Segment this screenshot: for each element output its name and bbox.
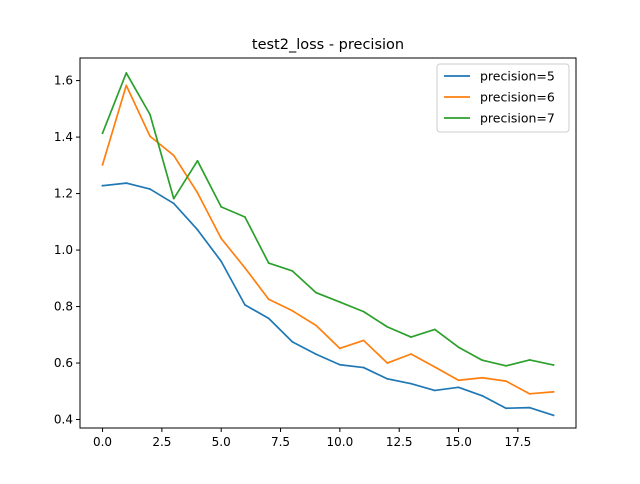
data-point: [149, 188, 151, 190]
data-point: [101, 163, 104, 166]
data-point: [433, 328, 436, 331]
data-point: [196, 191, 199, 194]
data-point: [196, 159, 199, 162]
data-point: [149, 113, 151, 116]
data-point: [386, 325, 389, 328]
y-tick-label: 1.0: [54, 243, 73, 257]
legend: precision=5 precision=6 precision=7: [436, 63, 570, 133]
legend-item: precision=7: [444, 111, 555, 126]
data-point: [220, 205, 223, 208]
data-point: [362, 339, 365, 342]
data-point: [433, 389, 436, 392]
x-tick-label: 2.5: [152, 435, 171, 449]
y-tick-label: 1.6: [54, 74, 73, 88]
data-point: [315, 291, 318, 294]
data-point: [528, 392, 531, 395]
y-tick-label: 0.8: [54, 300, 73, 314]
x-tick-label: 15.0: [445, 435, 472, 449]
data-point: [528, 406, 531, 409]
data-point: [172, 197, 175, 200]
data-point: [386, 362, 389, 364]
data-point: [220, 260, 223, 263]
chart-title: test2_loss - precision: [252, 37, 404, 53]
legend-item: precision=6: [444, 90, 555, 105]
data-point: [338, 301, 341, 303]
data-point: [410, 382, 412, 385]
y-tick-label: 0.4: [54, 413, 73, 427]
data-point: [505, 407, 507, 410]
data-point: [457, 346, 460, 349]
data-point: [149, 135, 151, 138]
data-point: [101, 132, 104, 135]
data-point: [552, 364, 555, 366]
series-3: [101, 72, 555, 367]
x-tick-label: 5.0: [212, 435, 231, 449]
data-point: [220, 237, 223, 240]
x-tick-label: 12.5: [386, 435, 413, 449]
data-point: [244, 303, 246, 306]
x-axis: 0.0 2.5 5.0 7.5 10.0 12.5 15.0 17.5: [93, 428, 531, 449]
data-point: [505, 380, 507, 383]
data-point: [386, 377, 389, 380]
data-point: [172, 154, 175, 157]
plot-area-frame: [79, 57, 577, 429]
x-tick-label: 7.5: [271, 435, 290, 449]
data-point: [338, 363, 341, 366]
data-point: [528, 359, 531, 361]
x-tick-label: 10.0: [327, 435, 354, 449]
data-point: [244, 266, 246, 269]
series-1: [101, 182, 555, 417]
data-point: [433, 366, 436, 368]
data-point: [125, 72, 128, 74]
y-tick-label: 1.2: [54, 187, 73, 201]
y-axis: 0.4 0.6 0.8 1.0 1.2 1.4 1.6: [54, 74, 80, 427]
data-point: [362, 366, 365, 369]
data-point: [244, 216, 246, 218]
series-layer: [101, 72, 555, 417]
data-point: [267, 298, 270, 301]
data-point: [315, 353, 318, 356]
y-tick-label: 0.6: [54, 356, 73, 370]
data-point: [410, 353, 412, 355]
data-point: [410, 336, 412, 338]
data-point: [101, 184, 104, 187]
data-point: [481, 376, 484, 379]
data-point: [196, 228, 199, 231]
x-tick-label: 17.5: [504, 435, 531, 449]
legend-item: precision=5: [444, 69, 555, 84]
data-point: [172, 202, 175, 205]
data-point: [315, 324, 318, 327]
series-2: [101, 84, 555, 395]
data-point: [457, 379, 460, 382]
data-point: [362, 310, 365, 313]
data-point: [457, 386, 460, 389]
data-point: [291, 270, 294, 272]
data-point: [552, 414, 555, 417]
series-line: [101, 182, 555, 417]
data-point: [291, 340, 294, 343]
data-point: [505, 364, 507, 367]
data-point: [552, 390, 555, 393]
data-point: [267, 262, 270, 264]
series-line: [101, 72, 555, 367]
legend-box: [436, 63, 570, 133]
data-point: [481, 394, 484, 397]
y-tick-label: 1.4: [54, 130, 73, 144]
data-point: [338, 347, 341, 350]
legend-label: precision=5: [480, 69, 555, 84]
legend-label: precision=6: [480, 90, 555, 105]
legend-label: precision=7: [480, 111, 555, 126]
data-point: [291, 309, 294, 312]
data-point: [125, 84, 128, 87]
data-point: [267, 317, 270, 320]
data-point: [125, 182, 128, 185]
series-line: [101, 84, 555, 395]
x-tick-label: 0.0: [93, 435, 112, 449]
data-point: [481, 359, 484, 362]
